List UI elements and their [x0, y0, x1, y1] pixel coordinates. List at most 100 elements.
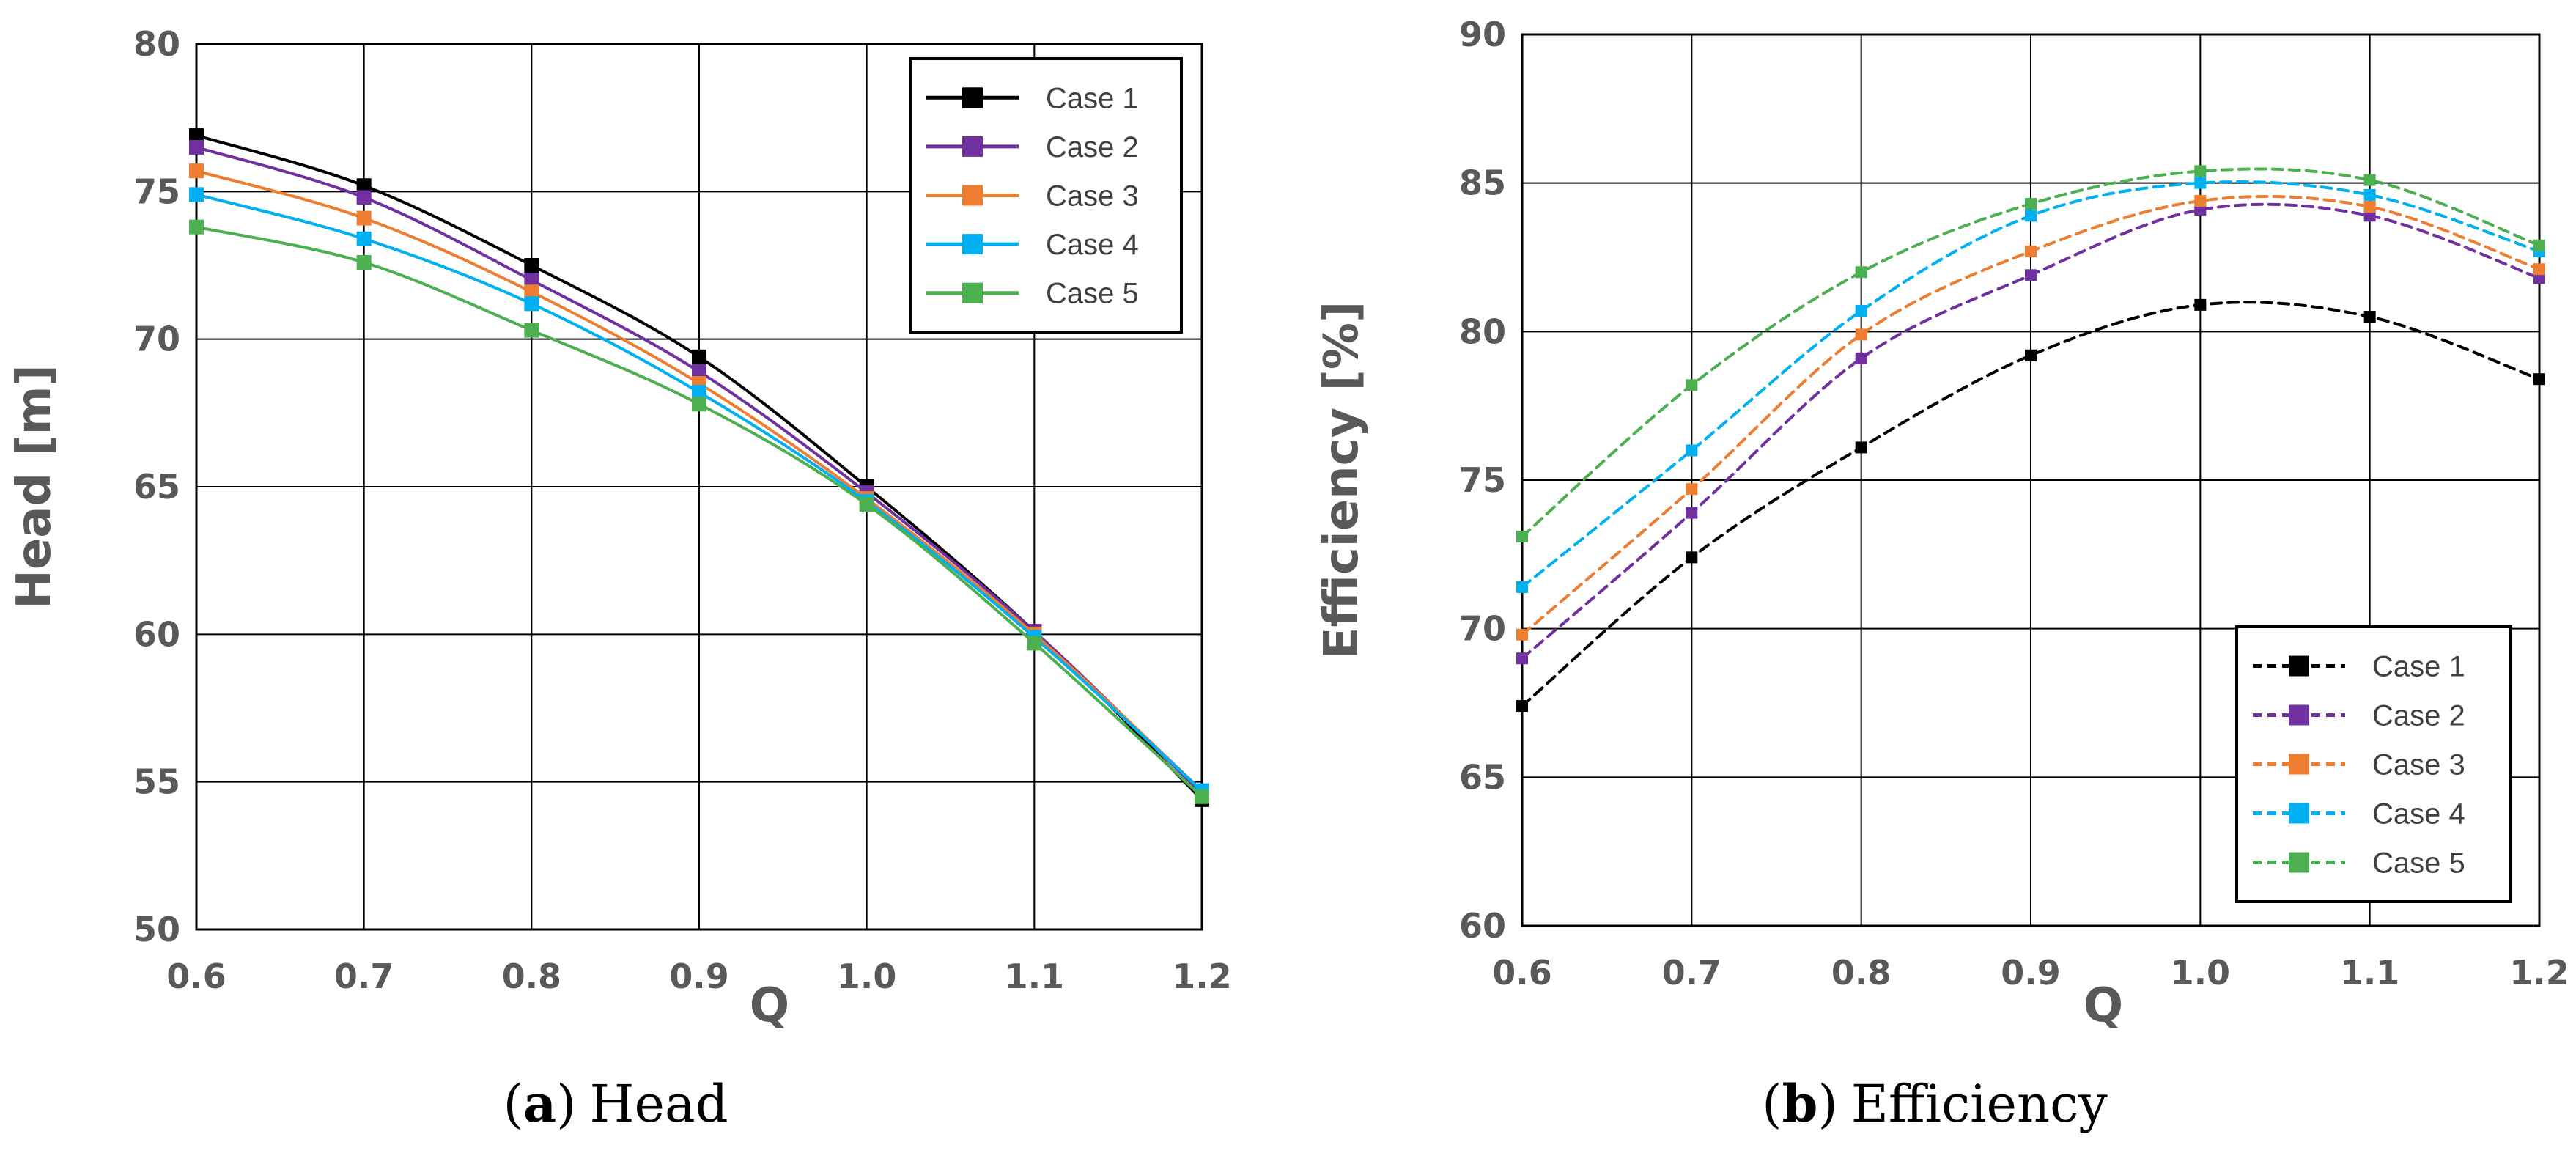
data-point-marker — [692, 385, 706, 400]
data-point-marker — [189, 139, 204, 155]
y-tick-label: 90 — [1459, 15, 1506, 54]
data-point-marker — [2363, 174, 2376, 186]
legend-swatch-marker — [2289, 704, 2309, 726]
legend-swatch-marker — [2289, 655, 2309, 677]
data-point-marker — [356, 231, 372, 246]
data-point-marker — [1686, 444, 1698, 457]
legend: Case 1 Case 2 Case 3 Case 4 Case 5 — [909, 57, 1183, 334]
caption-text: Head — [589, 1074, 728, 1134]
y-tick-label: 80 — [133, 24, 180, 64]
x-tick-label: 0.6 — [1492, 953, 1552, 993]
panel-caption: (a) Head — [503, 1073, 728, 1134]
data-point-marker — [692, 349, 706, 364]
data-point-marker — [2533, 272, 2545, 284]
y-axis-label: Efficiency [%] — [1315, 301, 1369, 660]
caption-close-paren: ) — [1817, 1074, 1837, 1134]
caption-letter: b — [1782, 1073, 1817, 1134]
x-axis-label: Q — [2084, 979, 2123, 1033]
legend-entry-label: Case 1 — [2372, 651, 2465, 683]
data-point-marker — [1855, 352, 1867, 364]
legend-entry-label: Case 2 — [2372, 700, 2465, 732]
x-axis-label: Q — [750, 979, 789, 1033]
panel-caption: (b) Efficiency — [1762, 1073, 2108, 1134]
data-point-marker — [356, 254, 372, 270]
data-point-marker — [2363, 311, 2376, 323]
data-point-marker — [692, 364, 706, 379]
data-point-marker — [2025, 269, 2037, 281]
series-5 — [189, 219, 1209, 804]
x-tick-label: 1.0 — [2171, 953, 2231, 993]
data-point-marker — [2194, 194, 2207, 207]
x-tick-label: 1.2 — [1172, 957, 1232, 996]
legend-entry-label: Case 5 — [2372, 847, 2465, 880]
caption-text: Efficiency — [1851, 1074, 2108, 1134]
data-point-marker — [2194, 204, 2207, 216]
series-5 — [1516, 165, 2545, 543]
x-tick-label: 1.1 — [2340, 953, 2400, 993]
data-point-marker — [2363, 201, 2376, 213]
x-tick-label: 0.9 — [2001, 953, 2061, 993]
data-point-marker — [859, 497, 874, 512]
y-tick-label: 60 — [1459, 906, 1506, 946]
data-point-marker — [2533, 239, 2545, 251]
legend-box — [2235, 625, 2512, 903]
chart-efficiency: 0.6 0.7 0.8 0.9 1.0 1.1 1.2 60 65 70 75 80 85 90 Effic… — [1315, 15, 2569, 1134]
data-point-marker — [356, 178, 372, 194]
data-point-marker — [2363, 188, 2376, 201]
x-tick-label: 0.6 — [166, 957, 226, 996]
y-axis-label: Head [m] — [7, 364, 62, 608]
x-tick-label: 0.7 — [1662, 953, 1722, 993]
legend-swatch-marker — [2289, 803, 2309, 824]
legend-entry-label: Case 3 — [2372, 749, 2465, 781]
legend-entry-label: Case 5 — [1046, 278, 1139, 310]
legend-swatch-marker — [2289, 754, 2309, 775]
y-tick-label: 70 — [1459, 609, 1506, 649]
legend-entry-label: Case 4 — [2372, 798, 2465, 831]
series-3 — [1516, 194, 2545, 641]
y-tick-label: 55 — [133, 762, 180, 802]
legend-entry-label: Case 3 — [1046, 180, 1139, 213]
data-point-marker — [1516, 700, 1528, 713]
data-point-marker — [189, 128, 204, 143]
data-point-marker — [2025, 210, 2037, 222]
x-tick-label: 0.8 — [502, 957, 562, 996]
data-point-marker — [1516, 652, 1528, 665]
data-point-marker — [524, 284, 539, 300]
legend-swatch-marker — [962, 136, 983, 157]
legend-entry-label: Case 4 — [1046, 229, 1139, 261]
data-point-marker — [356, 210, 372, 226]
x-tick-label: 1.1 — [1005, 957, 1065, 996]
series-1 — [1516, 298, 2545, 713]
caption-open-paren: ( — [1762, 1074, 1782, 1134]
data-point-marker — [1516, 581, 1528, 593]
legend-swatch-marker — [2289, 852, 2309, 873]
data-point-marker — [2025, 198, 2037, 210]
y-tick-label: 75 — [133, 172, 180, 211]
data-point-marker — [1516, 628, 1528, 641]
data-point-marker — [1855, 266, 1867, 279]
data-point-marker — [2533, 263, 2545, 276]
data-point-marker — [2194, 177, 2207, 189]
legend-swatch-marker — [962, 234, 983, 255]
data-point-marker — [1686, 507, 1698, 519]
y-tick-label: 85 — [1459, 163, 1506, 203]
x-tick-label: 0.7 — [334, 957, 394, 996]
data-point-marker — [1686, 551, 1698, 564]
y-tick-label: 65 — [133, 467, 180, 507]
legend-swatch-marker — [962, 87, 983, 108]
series-2 — [1516, 202, 2545, 665]
data-point-marker — [2363, 210, 2376, 222]
data-point-marker — [1855, 304, 1867, 317]
data-point-marker — [1855, 328, 1867, 341]
plot-frame — [1521, 33, 2541, 927]
data-point-marker — [2025, 349, 2037, 361]
caption-letter: a — [523, 1073, 556, 1134]
data-point-marker — [189, 163, 204, 179]
data-point-marker — [189, 219, 204, 235]
y-tick-label: 65 — [1459, 757, 1506, 797]
legend-entry-label: Case 2 — [1046, 131, 1139, 163]
caption-open-paren: ( — [503, 1074, 523, 1134]
y-tick-label: 70 — [133, 320, 180, 359]
y-tick-label: 60 — [133, 614, 180, 654]
